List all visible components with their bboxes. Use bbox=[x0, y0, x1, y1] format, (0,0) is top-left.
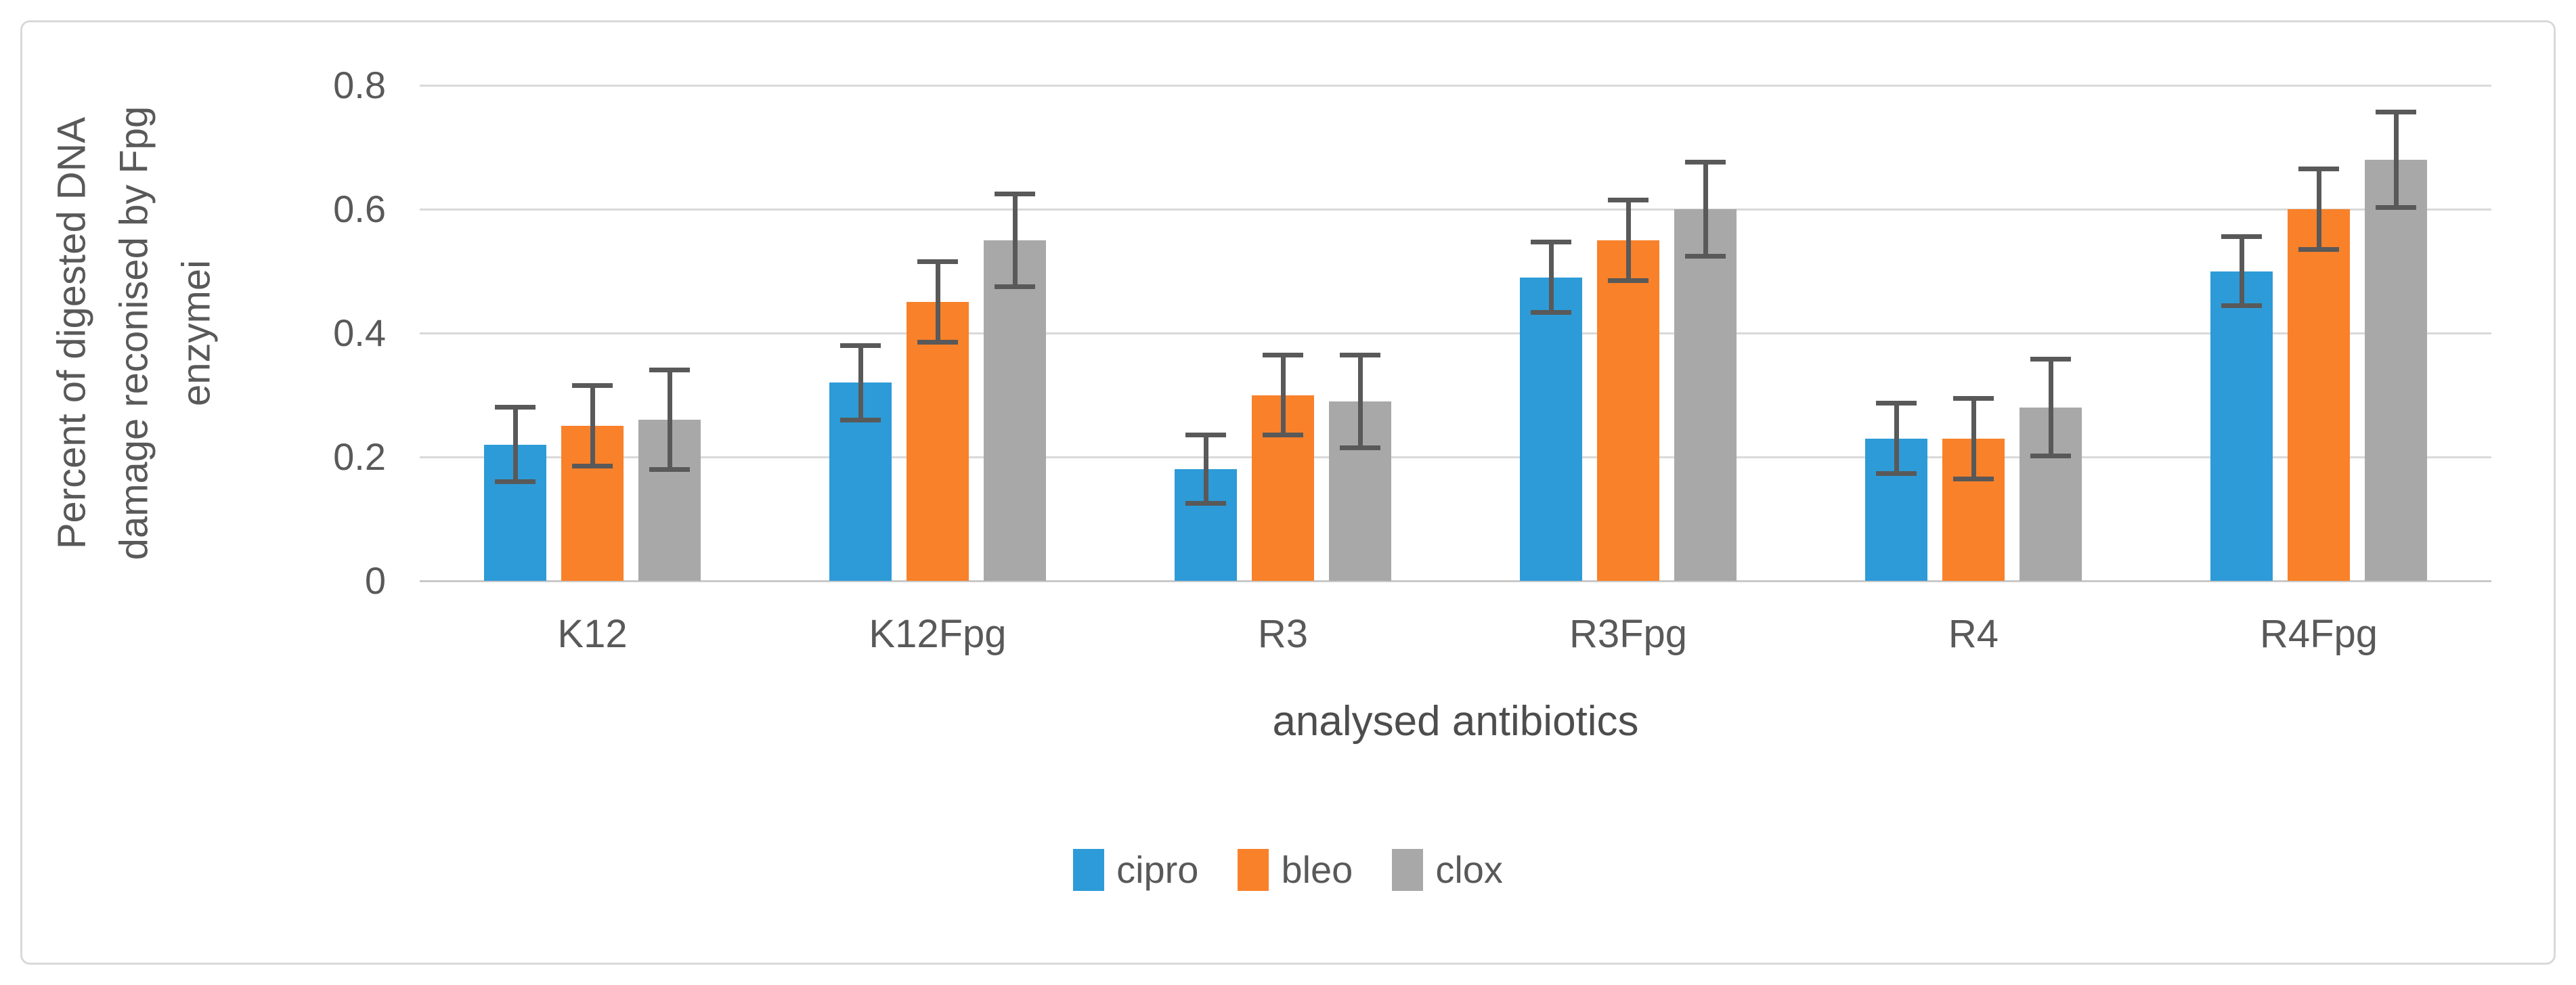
error-bar-cap-top-bleo-K12Fpg bbox=[917, 259, 958, 265]
error-bar-cap-bottom-bleo-R3 bbox=[1263, 433, 1303, 438]
error-bar-cap-top-bleo-R4 bbox=[1953, 395, 1994, 401]
error-bar-cap-bottom-clox-K12 bbox=[649, 466, 690, 472]
error-bar-stem-clox-K12Fpg bbox=[1012, 194, 1018, 287]
error-bar-cap-bottom-bleo-R3Fpg bbox=[1608, 278, 1649, 283]
gridline bbox=[420, 332, 2491, 334]
bar-bleo-K12Fpg bbox=[907, 302, 969, 581]
error-bar-cap-bottom-bleo-K12 bbox=[572, 464, 613, 469]
category-label-R4: R4 bbox=[1948, 612, 1999, 656]
y-axis-tick-labels: 0 0.2 0.4 0.6 0.8 bbox=[217, 64, 386, 602]
y-tick-label: 0.2 bbox=[333, 435, 386, 478]
category-label-R3Fpg: R3Fpg bbox=[1569, 612, 1688, 656]
error-bar-cap-bottom-cipro-R4Fpg bbox=[2221, 303, 2262, 309]
error-bar-cap-top-clox-K12 bbox=[649, 368, 690, 373]
error-bar-stem-cipro-R4 bbox=[1894, 403, 1899, 474]
error-bar-cap-top-clox-R3 bbox=[1340, 352, 1380, 357]
x-axis-category-labels: K12 K12Fpg R3 R3Fpg R4 R4Fpg bbox=[420, 611, 2491, 665]
error-bar-stem-clox-R4Fpg bbox=[2393, 112, 2399, 208]
error-bar-stem-bleo-R4 bbox=[1971, 398, 1976, 479]
bar-clox-K12Fpg bbox=[984, 240, 1046, 581]
error-bar-cap-top-clox-R4Fpg bbox=[2376, 109, 2416, 114]
error-bar-stem-bleo-K12Fpg bbox=[935, 261, 940, 343]
error-bar-cap-bottom-clox-R3 bbox=[1340, 445, 1380, 450]
legend-swatch-cipro bbox=[1073, 848, 1105, 891]
gridline bbox=[420, 84, 2491, 87]
bar-clox-R4Fpg bbox=[2365, 159, 2427, 581]
bar-bleo-R4Fpg bbox=[2288, 209, 2350, 581]
error-bar-cap-top-cipro-K12 bbox=[495, 405, 536, 410]
error-bar-stem-bleo-R4Fpg bbox=[2316, 169, 2321, 250]
y-tick-label: 0.4 bbox=[333, 311, 386, 354]
error-bar-stem-bleo-R3 bbox=[1280, 355, 1286, 435]
error-bar-cap-top-bleo-K12 bbox=[572, 383, 613, 389]
y-axis-title-line-1: Percent of digested DNA bbox=[49, 116, 93, 550]
error-bar-cap-top-cipro-R4Fpg bbox=[2221, 234, 2262, 239]
error-bar-cap-top-cipro-K12Fpg bbox=[840, 343, 881, 348]
error-bar-cap-bottom-clox-R3Fpg bbox=[1685, 254, 1726, 259]
error-bar-cap-bottom-bleo-R4Fpg bbox=[2298, 246, 2339, 252]
error-bar-stem-clox-R4 bbox=[2048, 359, 2053, 456]
error-bar-cap-top-bleo-R4Fpg bbox=[2298, 167, 2339, 172]
error-bar-cap-bottom-clox-K12Fpg bbox=[995, 284, 1035, 289]
legend-label-clox: clox bbox=[1435, 848, 1503, 891]
category-label-R3: R3 bbox=[1257, 612, 1309, 656]
error-bar-stem-cipro-R3Fpg bbox=[1548, 242, 1554, 313]
chart-legend: cipro bleo clox bbox=[0, 848, 2576, 892]
error-bar-cap-top-clox-R4 bbox=[2030, 356, 2071, 362]
error-bar-stem-bleo-K12 bbox=[590, 385, 595, 466]
category-label-K12: K12 bbox=[557, 612, 628, 656]
error-bar-cap-bottom-clox-R4 bbox=[2030, 453, 2071, 458]
error-bar-cap-top-clox-K12Fpg bbox=[995, 191, 1035, 196]
bar-cipro-R3Fpg bbox=[1520, 277, 1582, 581]
category-label-K12Fpg: K12Fpg bbox=[869, 612, 1007, 656]
bar-clox-R3Fpg bbox=[1674, 209, 1737, 581]
bar-cipro-R4Fpg bbox=[2210, 271, 2273, 581]
bar-bleo-R3Fpg bbox=[1597, 240, 1659, 581]
error-bar-stem-clox-R3 bbox=[1357, 355, 1363, 448]
plot-area bbox=[420, 84, 2491, 582]
x-axis-line bbox=[420, 579, 2491, 582]
x-axis-title: analysed antibiotics bbox=[1272, 698, 1639, 745]
error-bar-cap-bottom-bleo-K12Fpg bbox=[917, 340, 958, 345]
y-axis-title-text: Percent of digested DNA damage reconised… bbox=[41, 106, 227, 561]
legend-item-clox: clox bbox=[1392, 848, 1503, 892]
legend-item-bleo: bleo bbox=[1238, 848, 1353, 892]
gridline bbox=[420, 208, 2491, 211]
error-bar-stem-cipro-R3 bbox=[1203, 435, 1208, 504]
category-label-R4Fpg: R4Fpg bbox=[2259, 612, 2378, 656]
error-bar-cap-bottom-cipro-R3Fpg bbox=[1531, 310, 1571, 315]
error-bar-stem-cipro-R4Fpg bbox=[2239, 236, 2244, 306]
error-bar-cap-top-cipro-R4 bbox=[1876, 400, 1917, 406]
error-bar-stem-cipro-K12Fpg bbox=[858, 345, 863, 420]
legend-swatch-bleo bbox=[1238, 848, 1269, 891]
legend-label-bleo: bleo bbox=[1281, 848, 1353, 891]
error-bar-cap-bottom-bleo-R4 bbox=[1953, 476, 1994, 481]
error-bar-stem-clox-K12 bbox=[667, 370, 672, 470]
error-bar-cap-bottom-cipro-R3 bbox=[1185, 501, 1226, 506]
error-bar-cap-top-bleo-R3 bbox=[1263, 352, 1303, 357]
y-tick-label: 0.8 bbox=[333, 64, 386, 106]
error-bar-stem-cipro-K12 bbox=[512, 407, 518, 482]
error-bar-cap-bottom-clox-R4Fpg bbox=[2376, 204, 2416, 210]
error-bar-cap-top-clox-R3Fpg bbox=[1685, 159, 1726, 165]
gridline bbox=[420, 456, 2491, 458]
y-tick-label: 0.6 bbox=[333, 188, 386, 230]
legend-label-cipro: cipro bbox=[1116, 848, 1199, 891]
error-bar-stem-clox-R3Fpg bbox=[1703, 162, 1708, 257]
error-bar-cap-bottom-cipro-R4 bbox=[1876, 471, 1917, 477]
error-bar-stem-bleo-R3Fpg bbox=[1625, 200, 1631, 281]
error-bar-cap-top-cipro-R3 bbox=[1185, 433, 1226, 438]
y-tick-label: 0 bbox=[364, 559, 386, 602]
error-bar-cap-bottom-cipro-K12Fpg bbox=[840, 417, 881, 422]
error-bar-cap-top-cipro-R3Fpg bbox=[1531, 240, 1571, 244]
error-bar-cap-bottom-cipro-K12 bbox=[495, 479, 536, 485]
y-axis-title: Percent of digested DNA damage reconised… bbox=[32, 85, 236, 581]
error-bar-cap-top-bleo-R3Fpg bbox=[1608, 197, 1649, 202]
legend-item-cipro: cipro bbox=[1073, 848, 1198, 892]
legend-swatch-clox bbox=[1392, 848, 1424, 891]
y-axis-title-line-2: damage reconised by Fpg bbox=[112, 106, 156, 561]
